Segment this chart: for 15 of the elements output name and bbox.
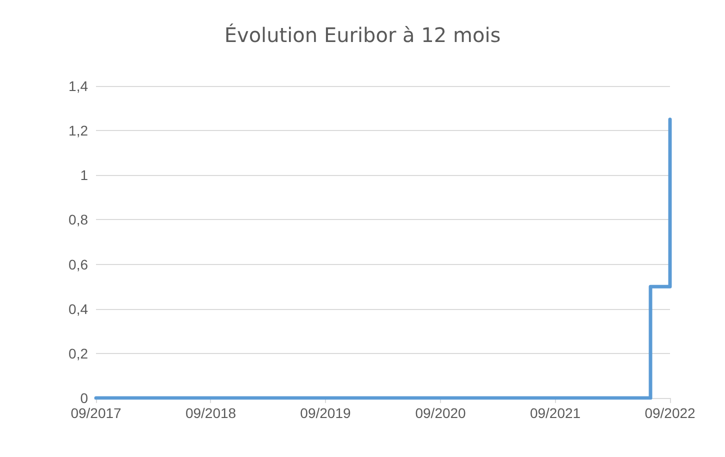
y-tick-label: 0,4 bbox=[68, 300, 88, 317]
y-tick-label: 1 bbox=[80, 167, 88, 184]
x-tick-label: 09/2021 bbox=[530, 405, 581, 421]
x-tick-label: 09/2022 bbox=[644, 405, 696, 421]
y-tick-label: 0,8 bbox=[68, 212, 88, 228]
y-tick-label: 0,6 bbox=[68, 256, 88, 272]
x-tick-label: 09/2017 bbox=[70, 405, 122, 421]
y-tick-label: 1,2 bbox=[68, 122, 88, 139]
x-tick-label: 09/2019 bbox=[300, 405, 351, 421]
x-tick-label: 09/2018 bbox=[185, 405, 236, 421]
y-tick-label: 0,2 bbox=[68, 345, 88, 362]
chart-title: Évolution Euribor à 12 mois bbox=[224, 23, 501, 47]
y-tick-label: 1,4 bbox=[68, 78, 88, 94]
y-tick-label: 0 bbox=[80, 390, 88, 406]
x-tick-label: 09/2020 bbox=[415, 405, 466, 421]
